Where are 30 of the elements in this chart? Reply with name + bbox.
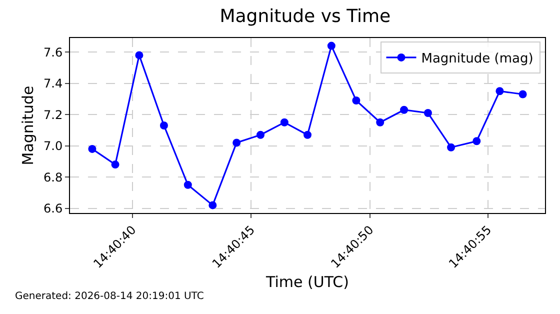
point [352, 96, 360, 104]
y-tick-label: 6.8 [44, 170, 63, 184]
y-tick-label: 7.6 [44, 45, 63, 60]
point [472, 137, 481, 146]
point [304, 130, 312, 139]
text: Generated: 2026-08-14 20:19:01 UTC [15, 291, 204, 302]
y-tick-label: 7.0 [44, 139, 63, 154]
legend-label: Magnitude (mag) [421, 52, 534, 67]
chart-title: Magnitude vs Time [220, 6, 391, 28]
x-axis-title: Time (UTC) [265, 272, 349, 291]
y-tick-label: 7.4 [44, 76, 63, 91]
y-axis-title: Magnitude [18, 86, 37, 166]
point [280, 118, 288, 126]
point [160, 122, 168, 130]
point [88, 144, 96, 153]
point [518, 90, 527, 98]
point [496, 87, 504, 96]
point [424, 109, 432, 117]
point [400, 106, 408, 114]
point [256, 130, 265, 139]
y-tick-label: 7.2 [44, 108, 63, 122]
point [447, 143, 456, 152]
y-tick-label: 6.6 [44, 202, 63, 216]
point [327, 42, 336, 50]
point [111, 160, 120, 169]
point [232, 138, 241, 147]
point [184, 180, 192, 189]
point [135, 51, 144, 60]
point [376, 118, 384, 126]
point [208, 201, 217, 210]
